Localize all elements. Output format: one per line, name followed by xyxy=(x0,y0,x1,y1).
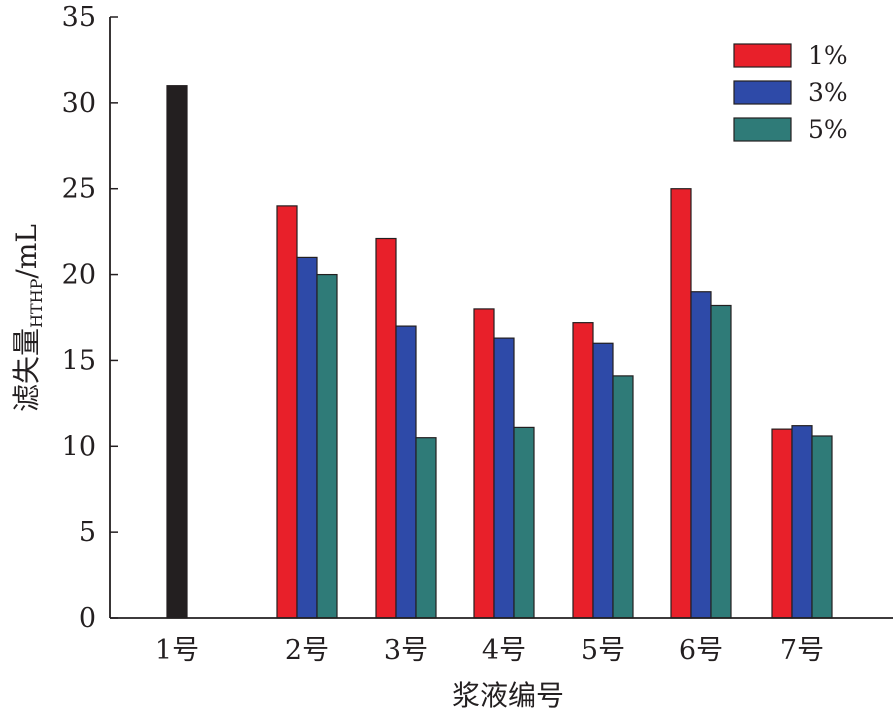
x-tick-label: 5号 xyxy=(581,635,625,666)
y-tick-label: 25 xyxy=(62,174,96,205)
bar-5pct-2 xyxy=(316,273,338,619)
x-tick-label: 2号 xyxy=(285,635,329,666)
bar-3pct-2 xyxy=(296,256,318,619)
bar-3pct-6 xyxy=(690,291,712,619)
legend-swatch xyxy=(733,43,792,68)
bar-3pct-7 xyxy=(791,425,813,619)
bars-layer xyxy=(166,85,833,619)
y-tick-label: 35 xyxy=(62,2,96,33)
bar-5pct-7 xyxy=(811,435,833,619)
bar-3pct-3 xyxy=(395,325,417,619)
legend-label: 1% xyxy=(808,41,848,70)
bar-5pct-5 xyxy=(612,375,634,619)
y-tick-label: 15 xyxy=(62,345,96,376)
legend-label: 3% xyxy=(808,78,848,107)
x-tick-label: 3号 xyxy=(384,635,428,666)
y-tick-label: 0 xyxy=(79,603,96,634)
x-axis-title: 浆液编号 xyxy=(452,679,564,712)
bar-5pct-6 xyxy=(710,304,732,619)
y-axis-title-subscript: HTHP xyxy=(27,278,46,328)
axes-layer: 0 5 10 15 20 25 30 35 1号 2号 3号 4号 5号 6号 7号 xyxy=(62,2,893,666)
x-tick-label: 4号 xyxy=(482,635,526,666)
legend: 1% 3% 5% xyxy=(733,41,848,144)
y-axis-title-unit: /mL xyxy=(10,224,43,279)
bar-3pct-4 xyxy=(493,337,515,619)
bar-1pct-2 xyxy=(276,205,298,619)
bar-5pct-4 xyxy=(513,426,535,619)
bar-baseline xyxy=(166,85,188,619)
y-tick-label: 5 xyxy=(79,517,96,548)
y-tick-label: 10 xyxy=(62,431,96,462)
y-axis-title: 滤失量HTHP/mL xyxy=(10,224,46,412)
bar-1pct-5 xyxy=(572,322,594,619)
legend-swatch xyxy=(733,117,792,142)
bar-1pct-4 xyxy=(473,308,495,619)
bar-1pct-3 xyxy=(375,237,397,619)
x-tick-label: 7号 xyxy=(780,635,824,666)
bar-1pct-7 xyxy=(771,428,793,619)
x-tick-label: 6号 xyxy=(679,635,723,666)
bar-1pct-6 xyxy=(670,188,692,619)
bar-5pct-3 xyxy=(415,437,437,619)
x-tick-label: 1号 xyxy=(155,635,199,666)
y-tick-label: 20 xyxy=(62,260,96,291)
legend-label: 5% xyxy=(808,115,848,144)
bar-3pct-5 xyxy=(592,342,614,619)
y-axis-title-main: 滤失量 xyxy=(10,328,43,412)
legend-swatch xyxy=(733,80,792,105)
y-tick-label: 30 xyxy=(62,88,96,119)
